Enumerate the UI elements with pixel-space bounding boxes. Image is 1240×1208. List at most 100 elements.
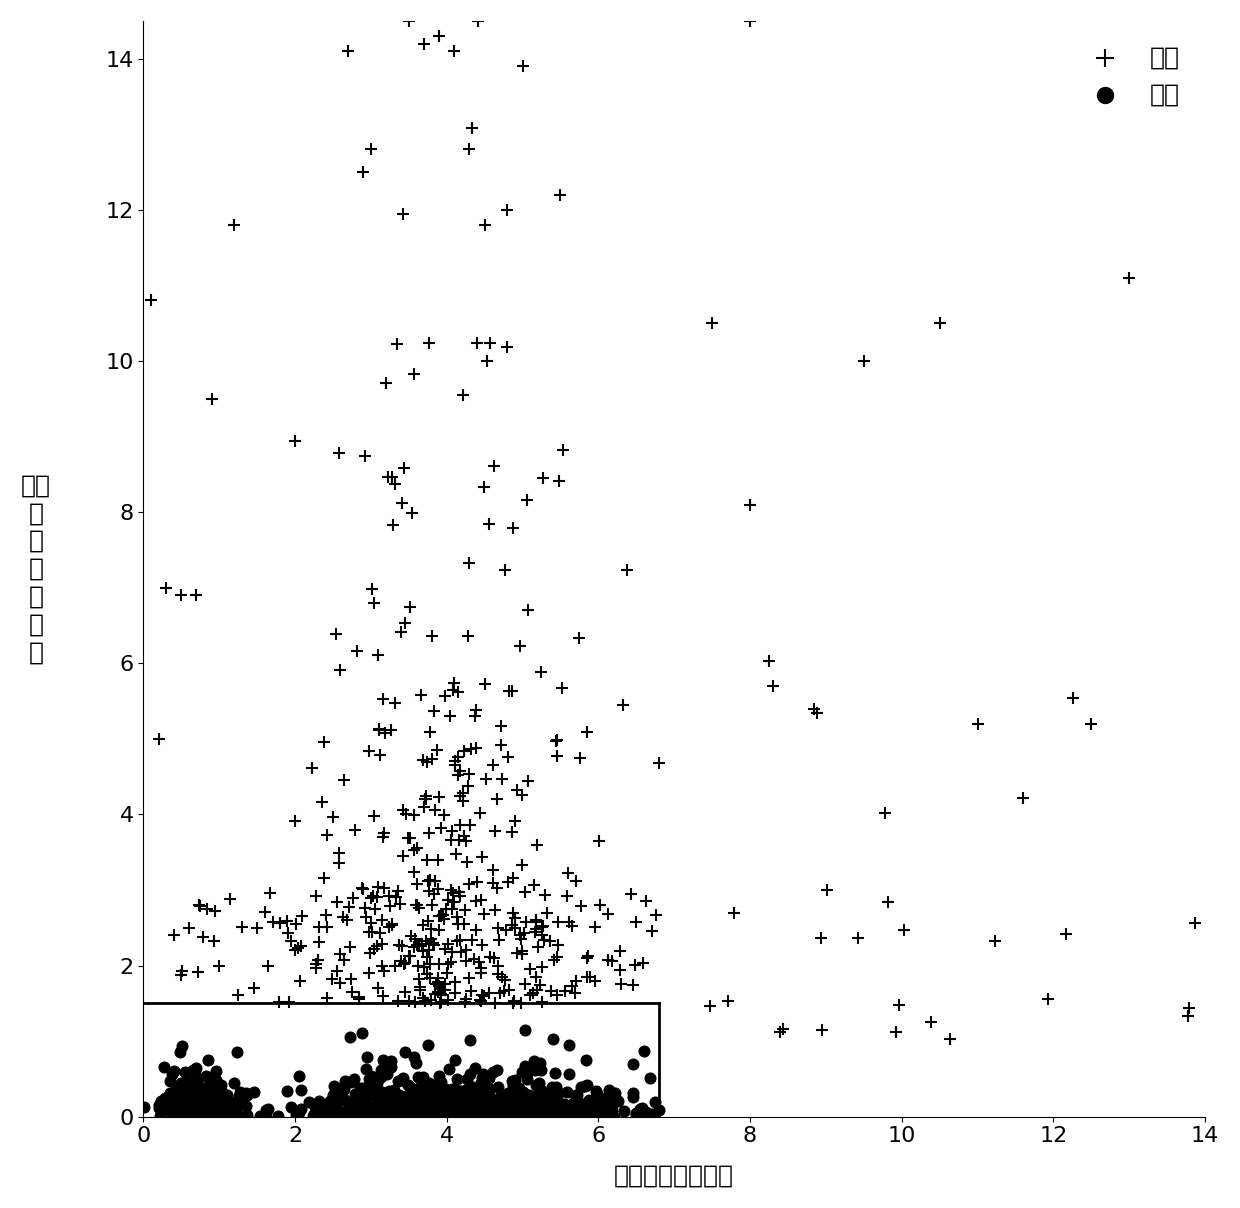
- 好板: [516, 1102, 536, 1121]
- 坏板: [279, 992, 299, 1011]
- 坏板: [396, 614, 415, 633]
- 好板: [419, 1073, 439, 1092]
- 好板: [358, 1103, 378, 1122]
- 好板: [368, 1098, 388, 1117]
- 坏板: [459, 968, 479, 987]
- 好板: [496, 1090, 516, 1109]
- 坏板: [386, 475, 405, 494]
- 坏板: [505, 908, 525, 928]
- 好板: [191, 1087, 211, 1107]
- 好板: [567, 1087, 587, 1107]
- 坏板: [365, 806, 384, 825]
- 好板: [572, 1078, 591, 1097]
- 好板: [198, 1051, 218, 1070]
- 好板: [497, 1103, 517, 1122]
- 好板: [525, 1088, 544, 1108]
- 好板: [212, 1097, 232, 1116]
- 坏板: [347, 641, 367, 661]
- 好板: [405, 1053, 425, 1073]
- 好板: [228, 1092, 248, 1111]
- 好板: [568, 1104, 588, 1123]
- 坏板: [414, 34, 434, 53]
- 坏板: [590, 895, 610, 914]
- 好板: [330, 1107, 350, 1126]
- 好板: [494, 1105, 513, 1125]
- 好板: [525, 1104, 544, 1123]
- 好板: [170, 1043, 190, 1062]
- 坏板: [532, 993, 552, 1012]
- 坏板: [405, 992, 425, 1011]
- 坏板: [316, 988, 336, 1007]
- 好板: [196, 1097, 216, 1116]
- 好板: [496, 1107, 516, 1126]
- 好板: [174, 1086, 193, 1105]
- 好板: [428, 1097, 448, 1116]
- 坏板: [567, 872, 587, 892]
- 好板: [187, 1093, 207, 1113]
- 好板: [202, 1098, 222, 1117]
- 好板: [211, 1087, 231, 1107]
- 坏板: [479, 983, 498, 1003]
- 好板: [374, 1092, 394, 1111]
- 坏板: [455, 741, 475, 760]
- 好板: [258, 1099, 278, 1119]
- 好板: [515, 1057, 534, 1076]
- 好板: [374, 1107, 394, 1126]
- 好板: [388, 1071, 408, 1091]
- 坏板: [418, 911, 438, 930]
- 坏板: [417, 931, 436, 951]
- 坏板: [564, 983, 584, 1003]
- 好板: [521, 1099, 541, 1119]
- 好板: [472, 1103, 492, 1122]
- 坏板: [570, 896, 590, 916]
- 好板: [527, 1086, 547, 1105]
- 好板: [370, 1091, 389, 1110]
- 坏板: [562, 976, 582, 995]
- 坏板: [439, 954, 459, 974]
- 坏板: [1120, 268, 1140, 288]
- 好板: [454, 1090, 474, 1109]
- 好板: [216, 1102, 236, 1121]
- 好板: [451, 1099, 471, 1119]
- 好板: [534, 1104, 554, 1123]
- 好板: [455, 1103, 475, 1122]
- 好板: [570, 1107, 590, 1126]
- 好板: [455, 1098, 475, 1117]
- 好板: [339, 1103, 358, 1122]
- 坏板: [527, 836, 547, 855]
- 坏板: [156, 579, 176, 598]
- 坏板: [537, 904, 557, 923]
- 好板: [515, 1104, 534, 1123]
- 好板: [429, 1102, 449, 1121]
- 好板: [391, 1087, 410, 1107]
- 坏板: [489, 930, 508, 949]
- 坏板: [544, 951, 564, 970]
- 坏板: [621, 884, 641, 904]
- 坏板: [446, 931, 466, 951]
- 坏板: [396, 953, 415, 972]
- 坏板: [432, 992, 451, 1011]
- 好板: [445, 1094, 465, 1114]
- 好板: [472, 1087, 492, 1107]
- 坏板: [485, 455, 505, 475]
- 好板: [567, 1085, 587, 1104]
- 好板: [518, 1100, 538, 1120]
- 好板: [513, 1105, 533, 1125]
- 坏板: [489, 956, 508, 975]
- 好板: [541, 1107, 560, 1126]
- 坏板: [407, 895, 427, 914]
- 好板: [419, 1035, 439, 1055]
- 好板: [325, 1102, 345, 1121]
- 坏板: [401, 947, 420, 966]
- 好板: [476, 1107, 496, 1126]
- 坏板: [467, 333, 487, 353]
- 好板: [537, 1092, 557, 1111]
- 坏板: [539, 931, 559, 951]
- 坏板: [435, 981, 455, 1000]
- 好板: [171, 1074, 191, 1093]
- 坏板: [548, 935, 568, 954]
- 好板: [339, 1098, 358, 1117]
- 好板: [198, 1107, 218, 1126]
- 坏板: [1063, 689, 1083, 708]
- 坏板: [422, 991, 441, 1010]
